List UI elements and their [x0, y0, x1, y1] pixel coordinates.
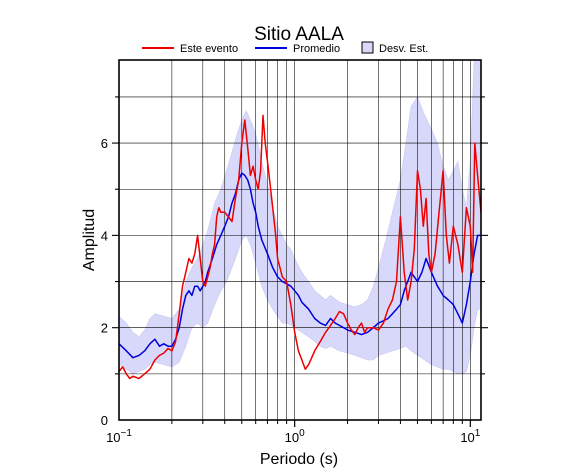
std-dev-band	[119, 60, 481, 375]
x-axis-title: Periodo (s)	[260, 451, 338, 468]
y-tick-label: 6	[101, 136, 108, 151]
legend-label: Promedio	[293, 43, 340, 55]
series-layer	[119, 114, 481, 380]
y-tick-label: 4	[101, 228, 108, 243]
legend-label: Este evento	[180, 43, 238, 55]
legend: Este evento Promedio Desv. Est.	[142, 41, 428, 55]
y-axis-title: Amplitud	[81, 209, 98, 271]
y-tick-label: 0	[101, 413, 108, 428]
series-promedio-line	[119, 172, 481, 359]
axis-layer: 0 2 4 6 10−1 100 101	[101, 96, 488, 445]
plot-frame	[118, 59, 482, 421]
band-layer	[119, 60, 481, 375]
y-tick-label: 2	[101, 321, 108, 336]
x-tick-label: 10−1	[106, 428, 132, 445]
plot-area	[118, 59, 482, 421]
chart-title: Sitio AALA	[254, 24, 344, 45]
series-este-evento-line	[119, 114, 481, 380]
x-tick-label: 101	[460, 428, 480, 445]
legend-swatch-box	[361, 41, 374, 54]
legend-label: Desv. Est.	[379, 43, 428, 55]
x-tick-label: 100	[285, 428, 305, 445]
